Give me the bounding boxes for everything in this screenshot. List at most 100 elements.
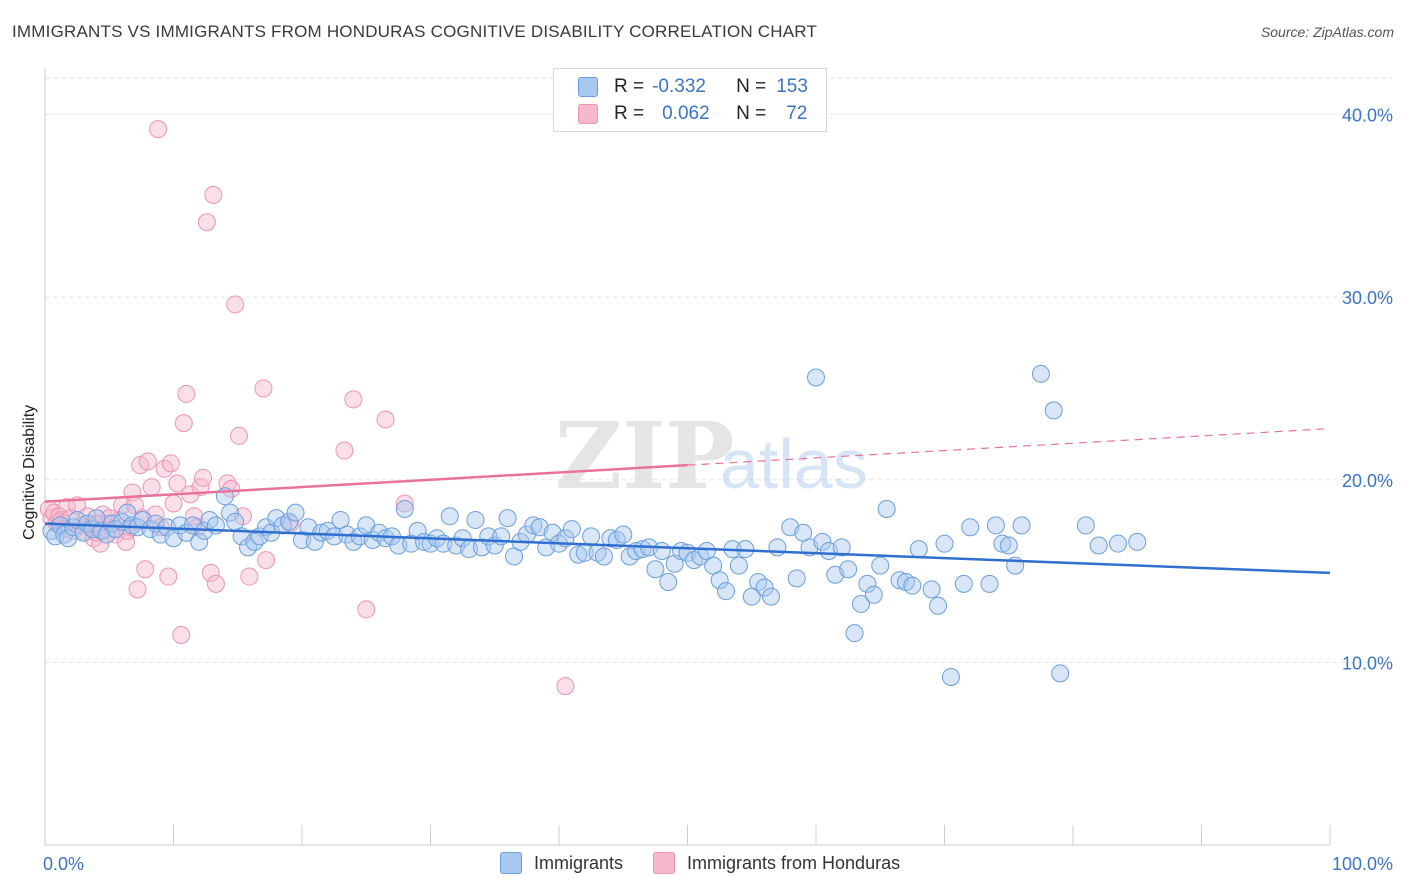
data-point-honduras xyxy=(177,384,196,403)
data-point-honduras xyxy=(161,454,180,473)
data-point-immigrants xyxy=(922,580,941,599)
trend-line-honduras-extrapolated xyxy=(687,428,1331,466)
data-point-immigrants xyxy=(646,560,665,579)
data-point-immigrants xyxy=(245,532,264,551)
data-point-immigrants xyxy=(286,503,305,522)
data-point-immigrants xyxy=(1128,532,1147,551)
data-point-immigrants xyxy=(562,520,581,539)
legend-swatch-blue xyxy=(578,77,598,97)
data-point-honduras xyxy=(257,551,276,570)
data-point-honduras xyxy=(138,452,157,471)
data-point-immigrants xyxy=(659,573,678,592)
data-point-immigrants xyxy=(851,594,870,613)
data-point-immigrants xyxy=(729,556,748,575)
data-point-honduras xyxy=(185,507,204,526)
data-point-honduras xyxy=(335,441,354,460)
data-point-immigrants xyxy=(961,518,980,537)
data-point-immigrants xyxy=(929,596,948,615)
legend-row-immigrants: R = -0.332 N = 153 xyxy=(578,75,808,99)
data-point-honduras xyxy=(206,574,225,593)
data-point-immigrants xyxy=(871,556,890,575)
data-point-immigrants xyxy=(993,534,1012,553)
data-point-honduras xyxy=(164,494,183,513)
watermark-zip: ZIP xyxy=(555,402,734,510)
data-point-honduras xyxy=(149,120,168,139)
legend-n-label: N = xyxy=(736,76,767,97)
data-point-honduras xyxy=(136,560,155,579)
data-point-immigrants xyxy=(717,582,736,601)
y-tick-label: 30.0% xyxy=(1342,288,1393,308)
data-point-honduras xyxy=(159,567,178,586)
data-point-immigrants xyxy=(941,667,960,686)
legend-r-value: -0.332 xyxy=(652,76,706,97)
data-point-honduras xyxy=(174,414,193,433)
legend-label-honduras: Immigrants from Honduras xyxy=(687,852,901,873)
data-point-immigrants xyxy=(395,499,414,518)
data-point-honduras xyxy=(254,379,273,398)
data-point-honduras xyxy=(172,625,191,644)
watermark: ZIP atlas xyxy=(555,402,868,510)
legend-r-label: R = xyxy=(614,76,645,97)
data-point-honduras xyxy=(357,600,376,619)
data-point-honduras xyxy=(344,390,363,409)
data-point-immigrants xyxy=(935,534,954,553)
legend-item-honduras[interactable]: Immigrants from Honduras xyxy=(653,852,900,874)
source-label: Source: ZipAtlas.com xyxy=(1260,24,1394,40)
data-point-immigrants xyxy=(807,368,825,387)
legend-row-honduras: R = 0.062 N = 72 xyxy=(578,102,807,126)
data-point-immigrants xyxy=(280,512,299,531)
legend-item-immigrants[interactable]: Immigrants xyxy=(500,852,623,874)
data-point-honduras xyxy=(197,213,216,232)
data-point-honduras xyxy=(91,534,110,553)
data-point-immigrants xyxy=(954,574,973,593)
data-point-immigrants xyxy=(594,547,613,566)
data-point-immigrants xyxy=(839,560,858,579)
data-point-honduras xyxy=(240,567,259,586)
data-point-honduras xyxy=(204,185,223,204)
data-point-immigrants xyxy=(832,538,851,557)
legend-r-value: 0.062 xyxy=(662,103,710,124)
correlation-legend: R = -0.332 N = 153 R = 0.062 N = 72 xyxy=(553,68,827,132)
data-point-immigrants xyxy=(614,525,633,544)
legend-n-value: 72 xyxy=(786,103,808,124)
axes xyxy=(44,68,1331,846)
data-point-immigrants xyxy=(909,540,928,559)
watermark-atlas: atlas xyxy=(720,425,868,503)
data-point-immigrants xyxy=(1031,364,1050,383)
data-point-immigrants xyxy=(652,541,671,560)
data-point-immigrants xyxy=(877,499,896,518)
tick-labels: 10.0% 20.0% 30.0% 40.0% 0.0% 100.0% xyxy=(43,106,1393,874)
data-point-honduras xyxy=(194,468,213,487)
data-point-honduras xyxy=(168,474,187,493)
y-tick-label: 10.0% xyxy=(1342,653,1393,673)
data-point-honduras xyxy=(226,295,245,314)
data-point-honduras xyxy=(556,677,575,696)
data-point-immigrants xyxy=(858,574,877,593)
data-point-immigrants xyxy=(986,516,1005,535)
legend-swatch-pink xyxy=(578,104,598,124)
y-axis-label: Cognitive Disability xyxy=(21,405,38,540)
data-point-immigrants xyxy=(633,540,652,559)
trend-lines xyxy=(44,428,1331,575)
data-point-immigrants xyxy=(845,624,864,643)
data-point-immigrants xyxy=(710,571,729,590)
data-point-immigrants xyxy=(408,521,427,540)
y-tick-label: 40.0% xyxy=(1342,106,1393,126)
legend-swatch-blue xyxy=(500,852,522,874)
x-tick-label-max: 100.0% xyxy=(1332,854,1393,874)
x-tick-label-min: 0.0% xyxy=(43,854,84,874)
data-point-honduras xyxy=(395,494,414,513)
data-point-immigrants xyxy=(498,509,517,528)
data-point-immigrants xyxy=(903,576,922,595)
data-point-immigrants xyxy=(813,532,832,551)
data-point-immigrants xyxy=(569,545,588,564)
data-point-honduras xyxy=(142,478,161,497)
trend-line-immigrants xyxy=(44,522,1331,575)
data-point-honduras xyxy=(128,580,147,599)
legend-r-label: R = xyxy=(614,103,645,124)
data-point-immigrants xyxy=(1051,664,1070,683)
data-point-immigrants xyxy=(1089,536,1108,555)
data-point-immigrants xyxy=(78,514,97,533)
data-point-immigrants xyxy=(1012,516,1031,535)
